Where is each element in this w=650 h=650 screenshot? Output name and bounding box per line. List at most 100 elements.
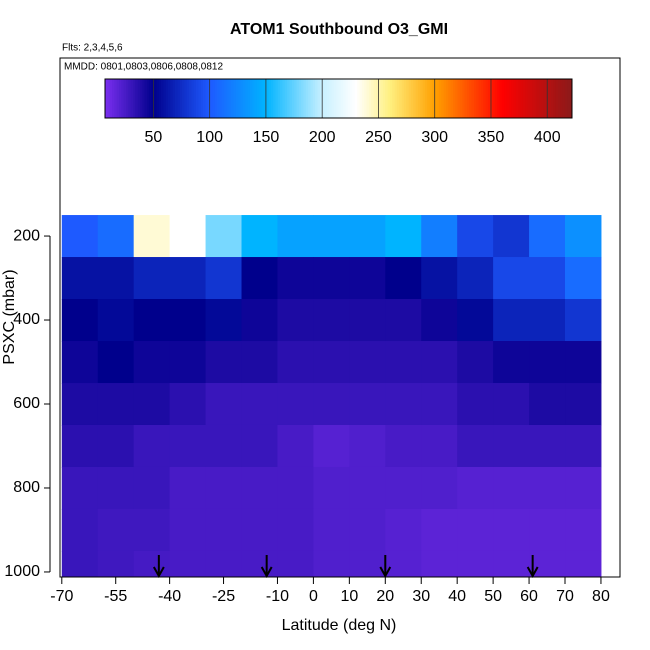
colorbar-tick-label: 200	[309, 129, 336, 146]
colorbar-swatch	[359, 79, 363, 118]
heat-cell	[205, 257, 243, 300]
arrow-head	[379, 566, 392, 579]
colorbar-swatch	[357, 79, 360, 118]
x-tick-label: -25	[212, 588, 235, 605]
colorbar-swatch	[473, 79, 477, 118]
colorbar-swatch	[548, 79, 552, 118]
colorbar-swatch	[200, 79, 204, 118]
heat-cell	[61, 341, 99, 384]
heat-cell	[169, 341, 207, 384]
x-tick-label: -70	[50, 588, 73, 605]
colorbar-swatch	[287, 79, 290, 118]
heat-cell	[565, 508, 602, 552]
heat-cell	[421, 550, 458, 577]
colorbar-swatch	[385, 79, 388, 118]
colorbar-swatch	[497, 79, 501, 118]
heat-cell	[457, 424, 494, 468]
colorbar-swatch	[256, 79, 260, 118]
heat-cell	[169, 299, 207, 342]
colorbar-swatch	[494, 79, 498, 118]
heat-cell	[421, 215, 458, 258]
colorbar-swatch	[380, 79, 384, 118]
colorbar-swatch	[417, 79, 421, 118]
colorbar-swatch	[345, 79, 349, 118]
colorbar-swatch	[282, 79, 286, 118]
heat-cell	[313, 299, 350, 342]
heat-cell	[493, 550, 530, 577]
heat-cell	[565, 215, 602, 258]
colorbar-swatch	[406, 79, 409, 118]
colorbar-swatch	[368, 79, 372, 118]
heat-cell	[385, 383, 422, 426]
colorbar-swatch	[333, 79, 337, 118]
heat-cell	[133, 299, 171, 342]
colorbar-swatch	[504, 79, 508, 118]
heat-cell	[421, 341, 458, 384]
colorbar-swatch	[121, 79, 125, 118]
colorbar-swatch	[399, 79, 402, 118]
colorbar-swatch	[156, 79, 160, 118]
colorbar-swatch	[483, 79, 487, 118]
y-tick-label: 600	[13, 395, 40, 412]
colorbar-swatch	[506, 79, 510, 118]
heat-cell	[133, 257, 171, 300]
colorbar-tick-label: 150	[253, 129, 280, 146]
colorbar-swatch	[319, 79, 323, 118]
heat-cell	[385, 424, 422, 468]
colorbar-swatch	[343, 79, 346, 118]
heat-cell	[349, 341, 386, 384]
colorbar-swatch	[492, 79, 496, 118]
colorbar-swatch	[466, 79, 470, 118]
heat-cell	[169, 508, 207, 552]
colorbar-swatch	[191, 79, 195, 118]
flight-arrow	[152, 555, 165, 579]
heat-cell	[97, 550, 135, 577]
colorbar-swatch	[508, 79, 512, 118]
colorbar-swatch	[298, 79, 302, 118]
colorbar-swatch	[308, 79, 311, 118]
colorbar-swatch	[536, 79, 540, 118]
colorbar-swatch	[555, 79, 559, 118]
heat-cell	[241, 257, 278, 300]
heat-cell	[493, 508, 530, 552]
colorbar-swatch	[168, 79, 171, 118]
x-axis-label: Latitude (deg N)	[282, 617, 397, 634]
colorbar-swatch	[119, 79, 122, 118]
colorbar-swatch	[534, 79, 538, 118]
heat-cell	[277, 299, 314, 342]
colorbar-swatch	[382, 79, 386, 118]
heat-cell	[169, 550, 207, 577]
y-axis-label: PSXC (mbar)	[1, 269, 18, 364]
colorbar-swatch	[389, 79, 393, 118]
heat-cell	[565, 424, 602, 468]
heat-cell	[349, 466, 386, 510]
colorbar-swatch	[550, 79, 554, 118]
colorbar-swatch	[352, 79, 356, 118]
heat-cell	[385, 550, 422, 577]
colorbar-swatch	[123, 79, 127, 118]
heat-cell	[241, 299, 278, 342]
heat-cell	[385, 257, 422, 300]
colorbar-swatch	[436, 79, 440, 118]
colorbar-swatch	[378, 79, 381, 118]
colorbar-swatch	[296, 79, 300, 118]
heat-cell	[277, 466, 314, 510]
colorbar-swatch	[172, 79, 176, 118]
colorbar-swatch	[175, 79, 178, 118]
colorbar-swatch	[371, 79, 374, 118]
colorbar-swatch	[291, 79, 295, 118]
heat-cell	[457, 341, 494, 384]
y-tick-label: 1000	[4, 563, 40, 580]
heat-cell	[529, 299, 566, 342]
annotation: MMDD: 0801,0803,0806,0808,0812	[64, 62, 223, 73]
x-tick-label: 40	[448, 588, 466, 605]
heat-cell	[133, 215, 171, 258]
colorbar-swatch	[177, 79, 181, 118]
colorbar-swatch	[485, 79, 489, 118]
heat-cell	[385, 341, 422, 384]
colorbar-swatch	[170, 79, 174, 118]
heat-cell	[313, 550, 350, 577]
heat-cell	[529, 341, 566, 384]
heat-cell	[169, 215, 207, 258]
